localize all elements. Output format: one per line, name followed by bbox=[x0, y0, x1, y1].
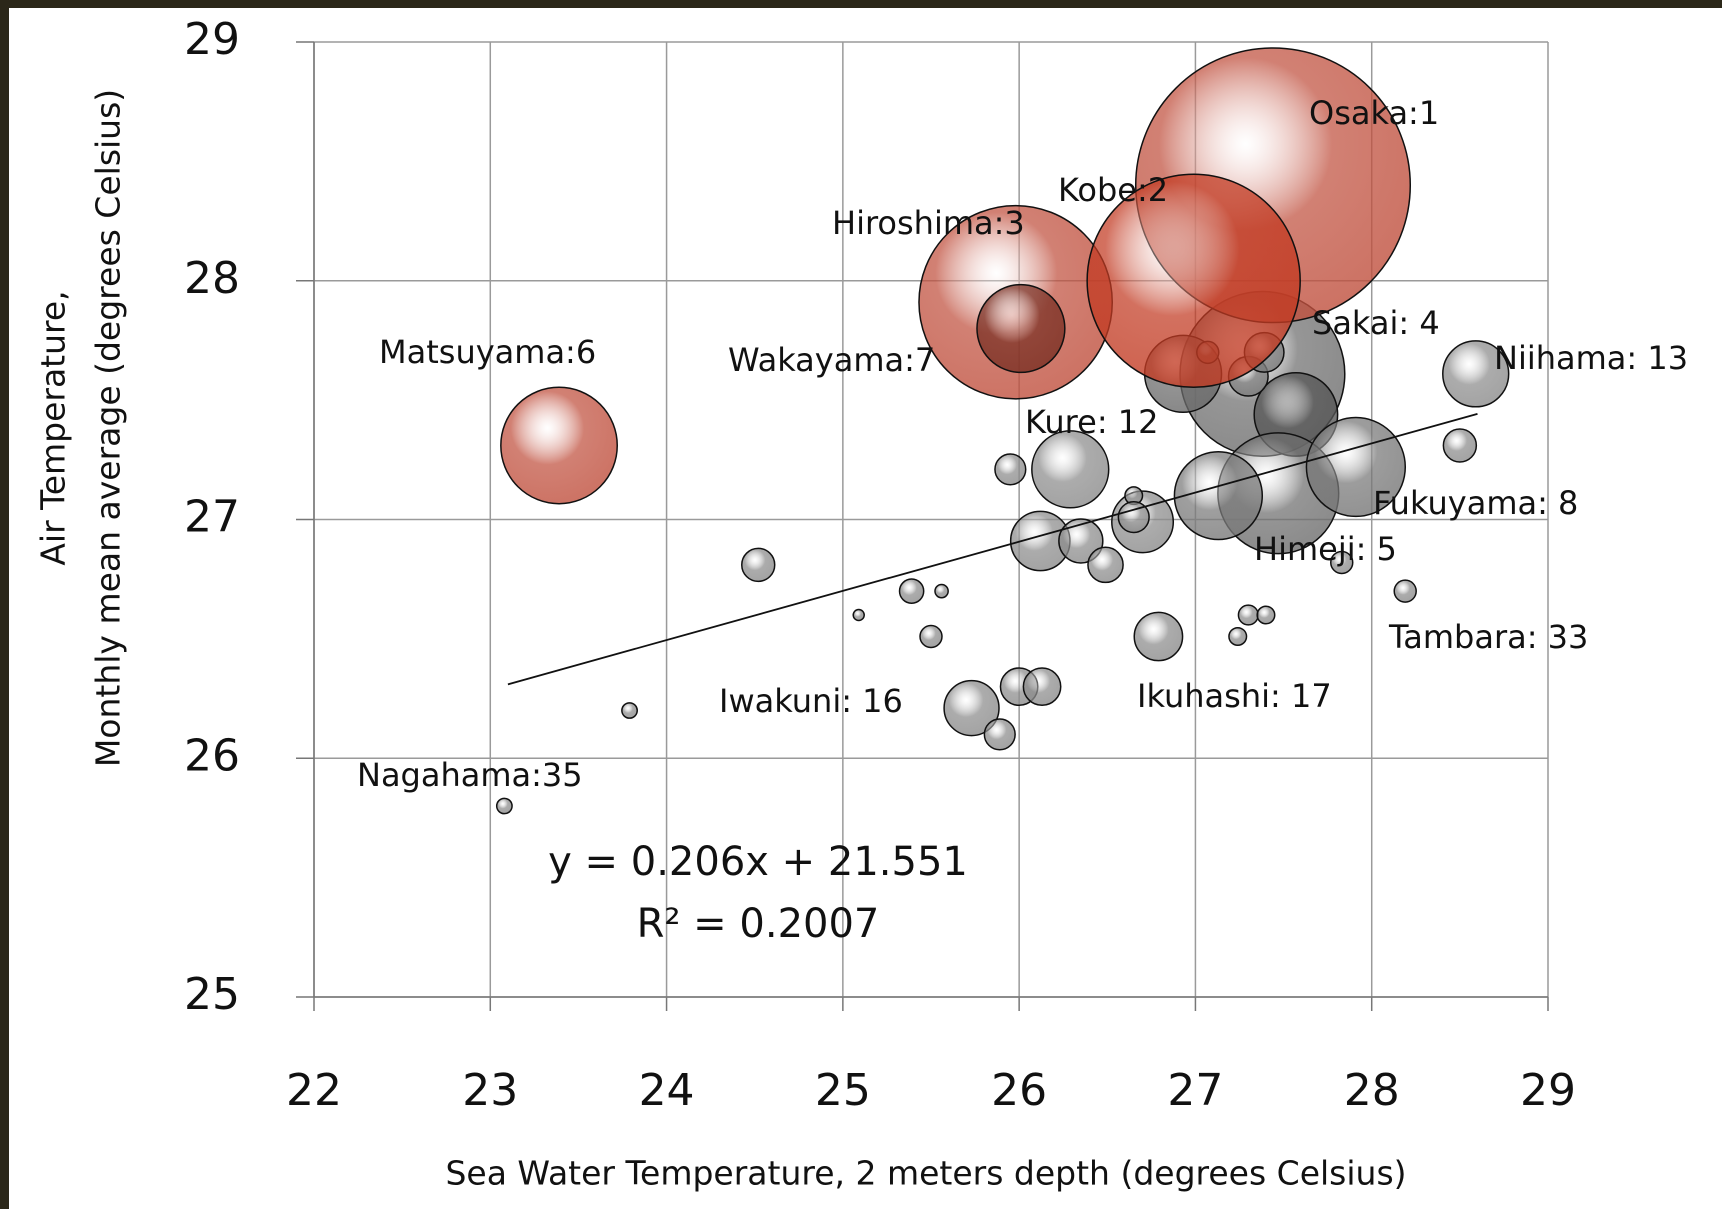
bubble bbox=[919, 624, 943, 649]
x-tick-label: 24 bbox=[639, 1065, 695, 1116]
bubble bbox=[1256, 605, 1276, 625]
bubble bbox=[500, 386, 618, 505]
bubble-label: Himeji: 5 bbox=[1254, 530, 1397, 568]
bubble bbox=[621, 702, 638, 719]
bubble bbox=[1393, 579, 1417, 603]
bubble-label: Kure: 12 bbox=[1025, 403, 1158, 441]
bubble-label: Ikuhashi: 17 bbox=[1137, 677, 1332, 715]
trendline-equation: y = 0.206x + 21.551 bbox=[548, 839, 968, 885]
trendline-r2: R² = 0.2007 bbox=[637, 901, 880, 947]
bubble bbox=[898, 578, 925, 604]
bubble bbox=[934, 583, 949, 599]
x-tick-label: 27 bbox=[1167, 1065, 1223, 1116]
bubble bbox=[1086, 173, 1301, 389]
bubble bbox=[1228, 626, 1248, 647]
bubble bbox=[994, 453, 1027, 486]
bubble bbox=[1442, 340, 1510, 408]
bubble-label: Osaka:1 bbox=[1309, 94, 1439, 132]
y-tick-label: 26 bbox=[184, 730, 240, 781]
bubble-label: Tambara: 33 bbox=[1388, 618, 1588, 656]
bubble-label: Nagahama:35 bbox=[357, 756, 583, 794]
x-tick-label: 29 bbox=[1520, 1065, 1576, 1116]
bubble bbox=[1058, 518, 1104, 564]
x-tick-label: 26 bbox=[991, 1065, 1047, 1116]
bubble-label: Hiroshima:3 bbox=[832, 204, 1025, 242]
x-tick-label: 22 bbox=[286, 1065, 342, 1116]
bubble-label: Matsuyama:6 bbox=[379, 333, 596, 371]
bubble bbox=[983, 718, 1016, 751]
bubble bbox=[1173, 450, 1264, 541]
bubble-label: Iwakuni: 16 bbox=[719, 682, 903, 720]
bubble bbox=[976, 283, 1066, 374]
bubble bbox=[852, 608, 865, 622]
bubble bbox=[1442, 428, 1478, 463]
bubble bbox=[1305, 416, 1407, 518]
bubble-label: Niihama: 13 bbox=[1494, 339, 1688, 377]
y-tick-label: 25 bbox=[184, 969, 240, 1020]
x-tick-label: 23 bbox=[462, 1065, 518, 1116]
frame-left bbox=[0, 0, 9, 1209]
bubble bbox=[495, 797, 513, 815]
bubble bbox=[1087, 546, 1124, 584]
y-tick-label: 29 bbox=[184, 14, 240, 65]
x-axis-title: Sea Water Temperature, 2 meters depth (d… bbox=[445, 1154, 1406, 1193]
y-tick-label: 27 bbox=[184, 492, 240, 543]
bubble bbox=[1237, 604, 1259, 626]
x-tick-label: 28 bbox=[1344, 1065, 1400, 1116]
bubble bbox=[1133, 611, 1184, 662]
trendline bbox=[507, 412, 1478, 686]
bubble bbox=[1031, 430, 1110, 509]
y-axis-title: Air Temperature, bbox=[34, 290, 73, 565]
bubble bbox=[943, 679, 1000, 737]
bubble-label: Sakai: 4 bbox=[1312, 304, 1440, 342]
bubble bbox=[1022, 667, 1062, 707]
bubble bbox=[741, 547, 776, 583]
bubble-label: Wakayama:7 bbox=[728, 341, 935, 379]
x-tick-label: 25 bbox=[815, 1065, 871, 1116]
y-tick-label: 28 bbox=[184, 253, 240, 304]
frame-top bbox=[0, 0, 1722, 8]
bubble-label: Fukuyama: 8 bbox=[1373, 484, 1578, 522]
y-axis-title: Monthly mean average (degrees Celsius) bbox=[89, 89, 128, 767]
bubble-label: Kobe:2 bbox=[1058, 171, 1168, 209]
bubble bbox=[1117, 500, 1150, 534]
bubble bbox=[1330, 550, 1354, 575]
